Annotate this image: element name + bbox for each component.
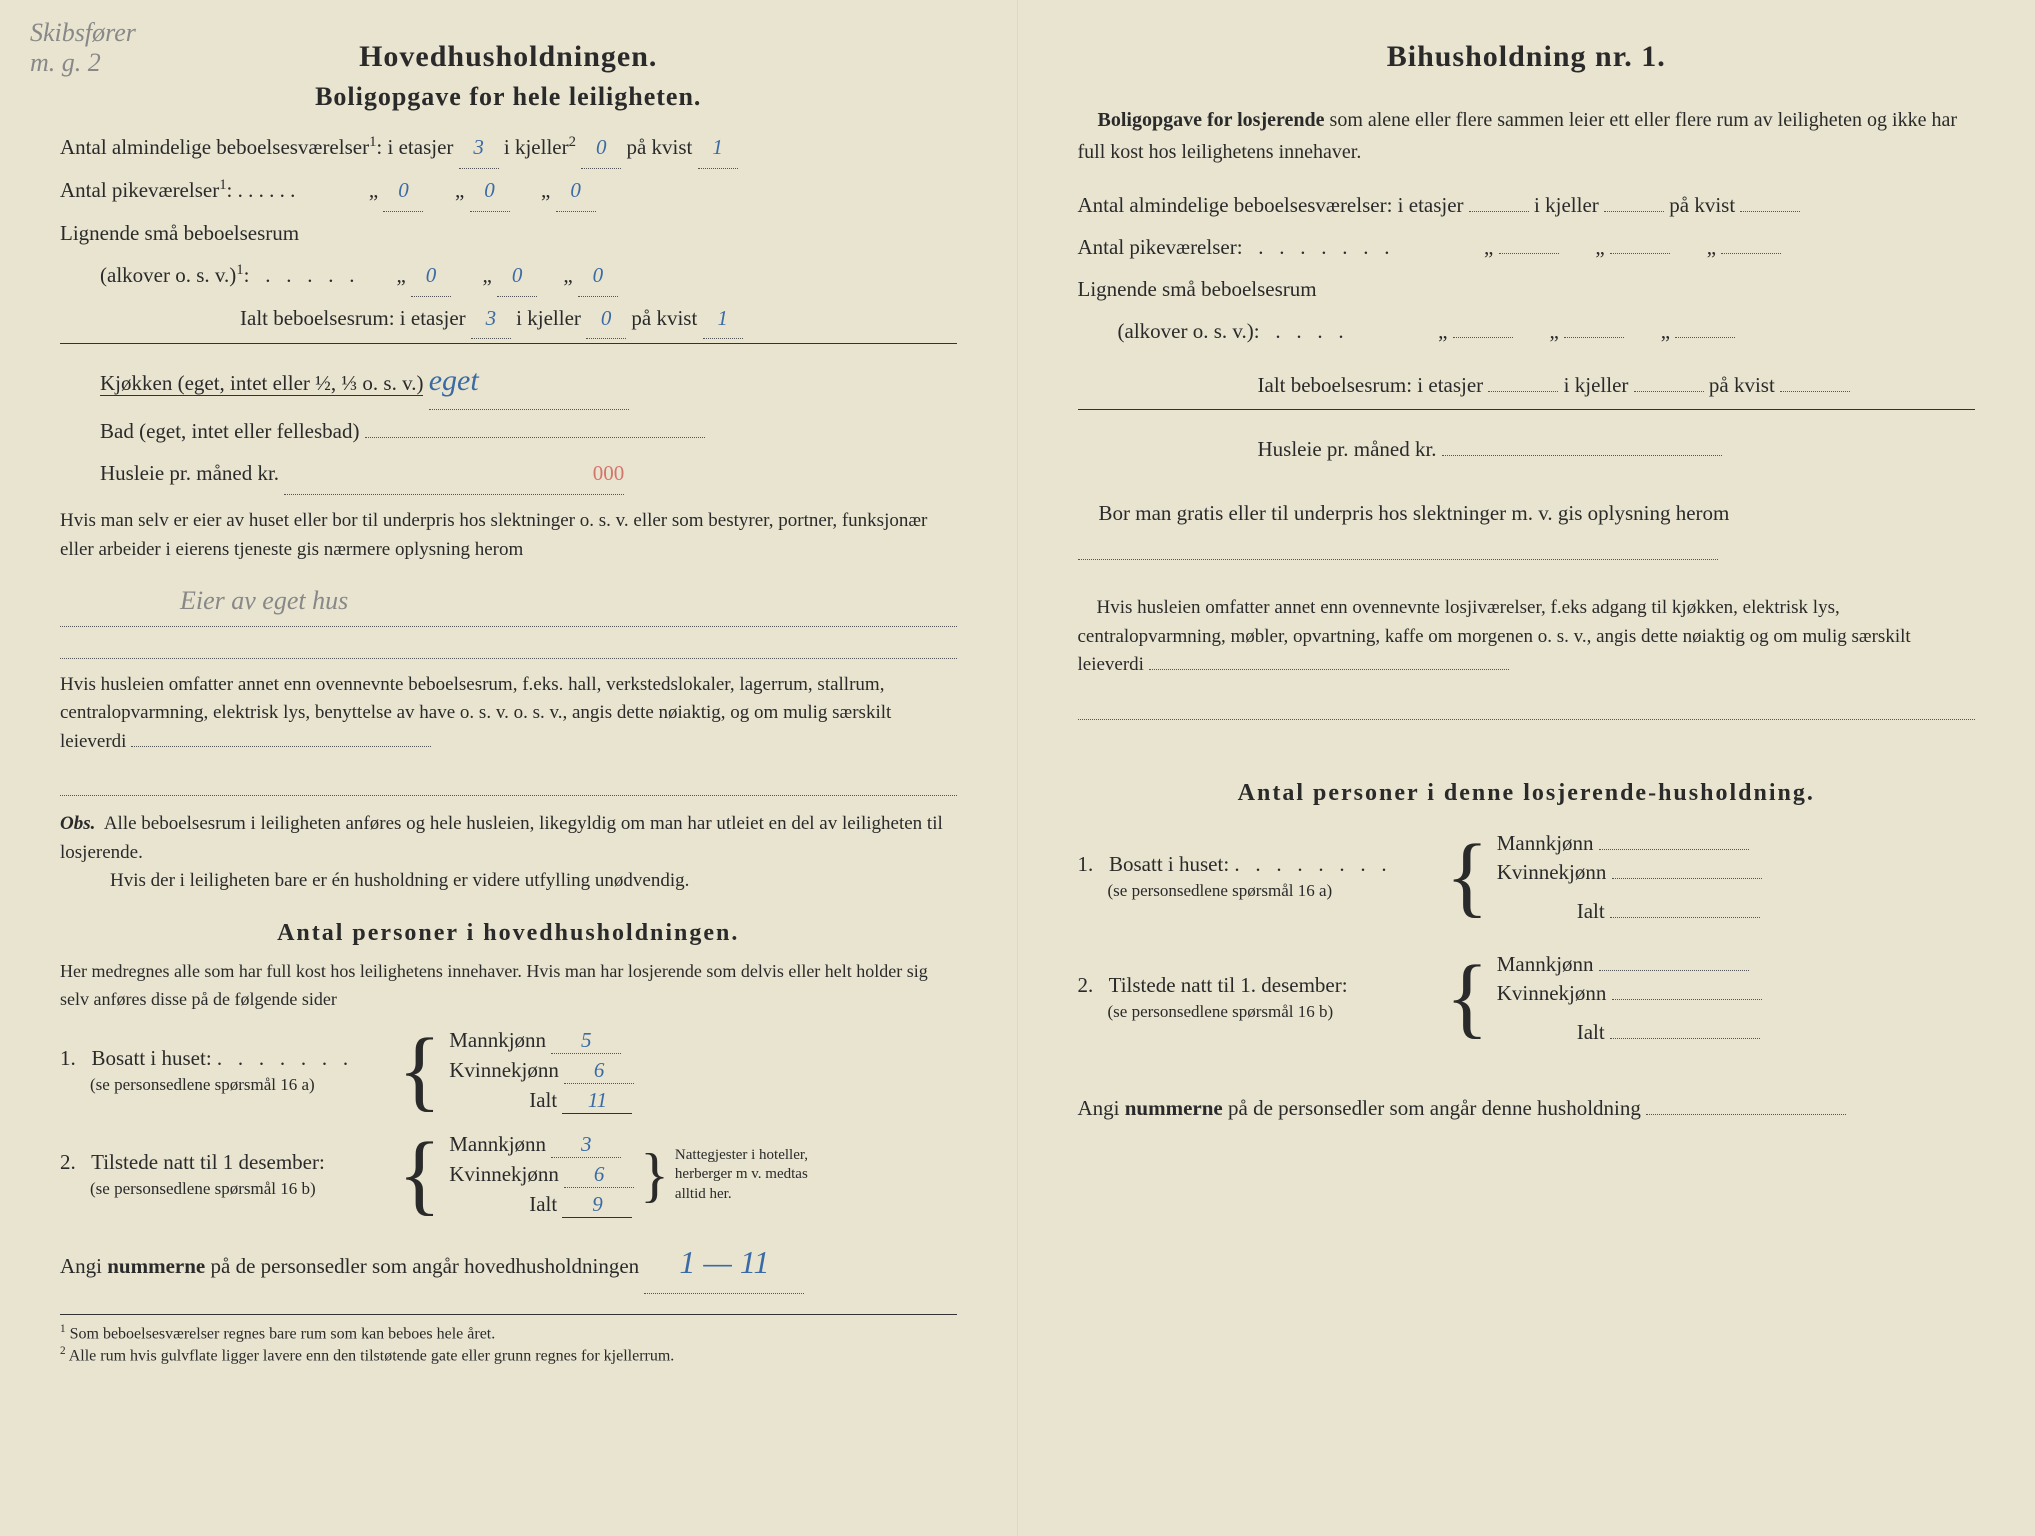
r-row-ialt: Ialt beboelsesrum: i etasjer i kjeller p… [1078,366,1976,411]
note-husleie-omfatter: Hvis husleien omfatter annet enn ovennev… [60,671,957,757]
left-title: Hovedhusholdningen. [60,40,957,74]
val-bosatt-mann: 5 [551,1028,621,1054]
val-etasjer-1: 3 [459,128,499,169]
val-etasjer-3: 0 [411,256,451,297]
val-husleie: 000 [593,461,625,485]
note-eier: Hvis man selv er eier av huset eller bor… [60,507,957,564]
row-angi: Angi nummerne på de personsedler som ang… [60,1232,957,1294]
row-bad: Bad (eget, intet eller fellesbad) [60,412,957,452]
right-page: Bihusholdning nr. 1. Boligopgave for los… [1018,0,2035,1536]
val-kvist-1: 1 [698,128,738,169]
val-ialt-kvist: 1 [703,299,743,340]
val-kvist-2: 0 [556,171,596,212]
obs-block: Obs. Alle beboelsesrum i leiligheten anf… [60,810,957,896]
val-kvist-3: 0 [578,256,618,297]
val-ialt-etasjer: 3 [471,299,511,340]
corner-annotation: Skibsfører m. g. 2 [30,18,136,78]
val-kjokken: eget [429,352,629,410]
left-page: Skibsfører m. g. 2 Hovedhusholdningen. B… [0,0,1018,1536]
corner-line2: m. g. 2 [30,48,136,78]
val-eier-hand: Eier av eget hus [60,586,348,615]
brace-icon: { [1438,841,1497,913]
row-ialt-rum: Ialt beboelsesrum: i etasjer 3 i kjeller… [60,299,957,345]
val-angi: 1 — 11 [644,1232,804,1294]
val-tilstede-kvinne: 6 [564,1162,634,1188]
r-section2-title: Antal personer i denne losjerende-hushol… [1078,780,1976,807]
row-alkover: (alkover o. s. v.)1: . . . . . „ 0 „ 0 „… [60,256,957,297]
val-kjeller-2: 0 [470,171,510,212]
r-row-alkover: (alkover o. s. v.): . . . . „ „ „ [1078,312,1976,352]
section2-note: Her medregnes alle som har full kost hos… [60,957,957,1015]
r-note-husleie: Hvis husleien omfatter annet enn ovennev… [1078,594,1976,680]
corner-line1: Skibsfører [30,18,136,48]
val-tilstede-mann: 3 [551,1132,621,1158]
brace-icon: { [1438,962,1497,1034]
val-kjeller-1: 0 [581,128,621,169]
right-title: Bihusholdning nr. 1. [1078,40,1976,74]
row-husleie: Husleie pr. måned kr. 000 [60,454,957,495]
r-row-beboelse: Antal almindelige beboelsesværelser: i e… [1078,186,1976,226]
r-row-angi: Angi nummerne på de personsedler som ang… [1078,1089,1976,1129]
group-tilstede: 2. Tilstede natt til 1 desember: (se per… [60,1128,957,1222]
r-row-alkover-label: Lignende små beboelsesrum [1078,270,1976,310]
val-bosatt-kvinne: 6 [564,1058,634,1084]
row-pikevaerelser: Antal pikeværelser1: . . . . . . „ 0 „ 0… [60,171,957,212]
row-beboelsesvaerelser: Antal almindelige beboelsesværelser1: i … [60,128,957,169]
r-group-tilstede: 2. Tilstede natt til 1. desember: (se pe… [1078,948,1976,1049]
brace-icon: { [390,1139,449,1211]
right-intro: Boligopgave for losjerende som alene ell… [1078,104,1976,168]
row-kjokken: Kjøkken (eget, intet eller ½, ⅓ o. s. v.… [60,352,957,410]
brace-icon: } [634,1141,675,1210]
brace-icon: { [390,1035,449,1107]
val-bosatt-ialt: 11 [562,1088,632,1114]
left-subtitle: Boligopgave for hele leiligheten. [60,82,957,112]
group-bosatt: 1. Bosatt i huset: . . . . . . . (se per… [60,1024,957,1118]
section2-title: Antal personer i hovedhusholdningen. [60,920,957,947]
val-tilstede-ialt: 9 [562,1192,632,1218]
val-ialt-kjeller: 0 [586,299,626,340]
r-row-husleie: Husleie pr. måned kr. [1078,430,1976,470]
r-row-gratis: Bor man gratis eller til underpris hos s… [1078,494,1976,574]
row-alkover-label: Lignende små beboelsesrum [60,214,957,254]
footnotes: 1 Som beboelsesværelser regnes bare rum … [60,1314,957,1366]
val-kjeller-3: 0 [497,256,537,297]
r-row-pike: Antal pikeværelser: . . . . . . . „ „ „ [1078,228,1976,268]
r-group-bosatt: 1. Bosatt i huset: . . . . . . . . (se p… [1078,827,1976,928]
nattegjester-note: Nattegjester i hoteller, herberger m v. … [675,1146,825,1205]
val-etasjer-2: 0 [383,171,423,212]
